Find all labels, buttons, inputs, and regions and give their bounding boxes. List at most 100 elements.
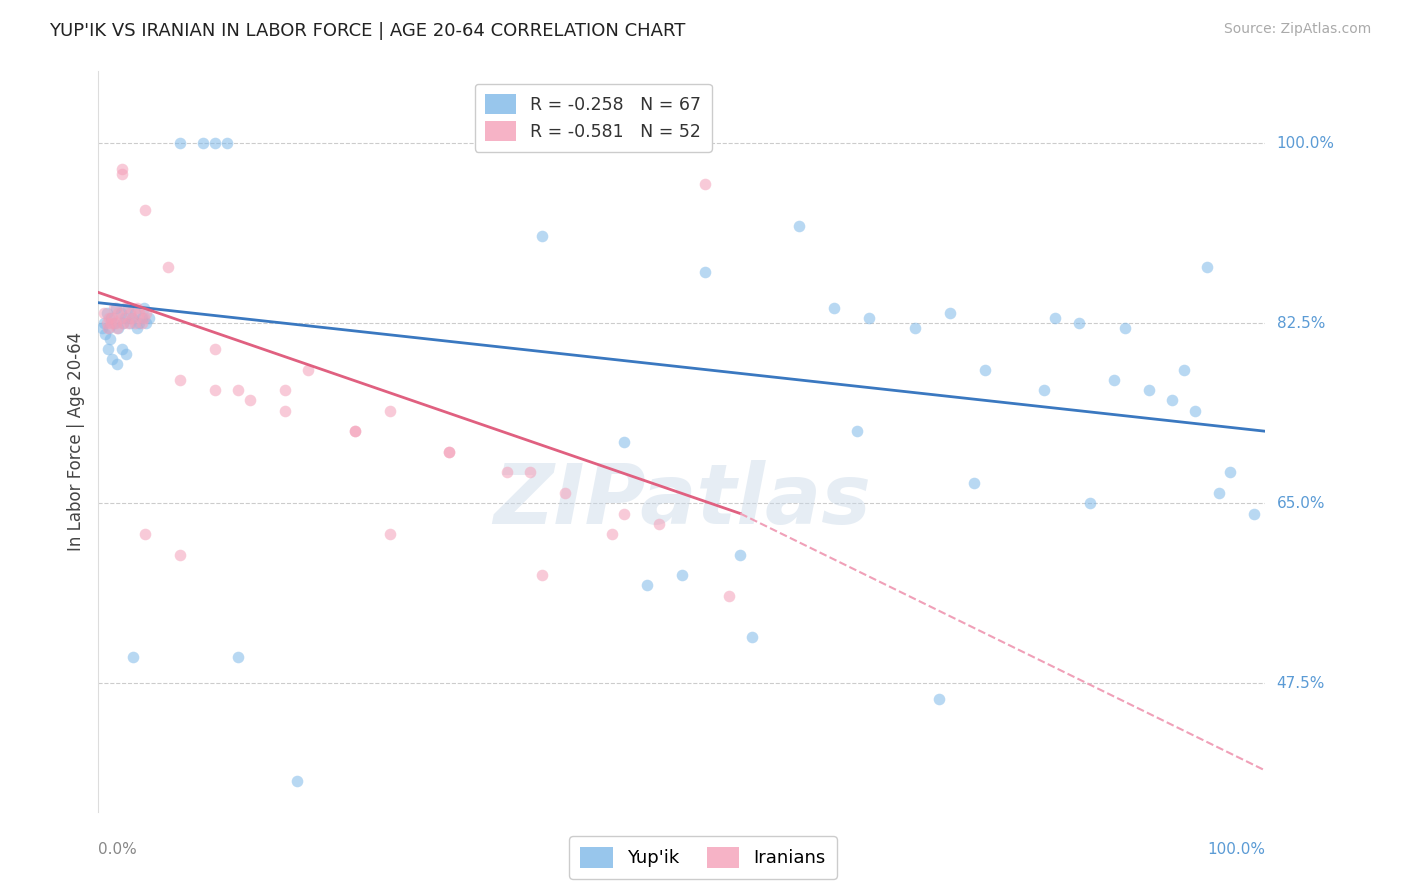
Point	[169, 548, 191, 562]
Text: ZIPatlas: ZIPatlas	[494, 460, 870, 541]
Point	[135, 316, 157, 330]
Point	[1045, 311, 1067, 326]
Point	[519, 466, 541, 480]
Point	[97, 321, 120, 335]
Point	[101, 311, 124, 326]
Point	[344, 424, 367, 438]
Point	[110, 306, 132, 320]
Point	[135, 306, 157, 320]
Point	[125, 321, 148, 335]
Point	[554, 486, 576, 500]
Point	[111, 342, 134, 356]
Point	[157, 260, 180, 274]
Point	[134, 527, 156, 541]
Point	[437, 445, 460, 459]
Point	[97, 342, 120, 356]
Point	[274, 403, 297, 417]
Point	[380, 527, 402, 541]
Point	[124, 316, 146, 330]
Point	[695, 265, 717, 279]
Point	[437, 445, 460, 459]
Point	[90, 321, 112, 335]
Point	[169, 136, 191, 151]
Point	[105, 321, 128, 335]
Point	[128, 306, 150, 320]
Point	[118, 316, 141, 330]
Point	[138, 311, 160, 326]
Point	[105, 358, 128, 372]
Point	[100, 311, 122, 326]
Point	[730, 548, 752, 562]
Point	[741, 630, 763, 644]
Point	[228, 383, 250, 397]
Point	[1184, 403, 1206, 417]
Point	[111, 316, 134, 330]
Point	[1137, 383, 1160, 397]
Point	[111, 316, 134, 330]
Point	[204, 383, 226, 397]
Point	[121, 311, 143, 326]
Point	[928, 691, 950, 706]
Point	[974, 362, 997, 376]
Point	[97, 321, 120, 335]
Point	[215, 136, 238, 151]
Text: YUP'IK VS IRANIAN IN LABOR FORCE | AGE 20-64 CORRELATION CHART: YUP'IK VS IRANIAN IN LABOR FORCE | AGE 2…	[49, 22, 686, 40]
Point	[100, 316, 122, 330]
Point	[94, 326, 117, 341]
Point	[103, 301, 125, 315]
Point	[787, 219, 810, 233]
Point	[93, 306, 115, 320]
Text: 100.0%: 100.0%	[1208, 842, 1265, 857]
Point	[103, 316, 125, 330]
Point	[1102, 373, 1125, 387]
Point	[228, 650, 250, 665]
Legend: Yup'ik, Iranians: Yup'ik, Iranians	[569, 836, 837, 879]
Point	[636, 578, 658, 592]
Point	[117, 301, 139, 315]
Point	[114, 311, 136, 326]
Text: 0.0%: 0.0%	[98, 842, 138, 857]
Point	[117, 316, 139, 330]
Point	[132, 311, 155, 326]
Point	[1173, 362, 1195, 376]
Text: 65.0%: 65.0%	[1277, 496, 1324, 511]
Point	[107, 306, 129, 320]
Point	[1208, 486, 1230, 500]
Text: 100.0%: 100.0%	[1277, 136, 1334, 151]
Point	[1067, 316, 1090, 330]
Point	[1195, 260, 1218, 274]
Point	[530, 568, 553, 582]
Point	[204, 342, 226, 356]
Point	[104, 316, 127, 330]
Point	[107, 321, 129, 335]
Point	[344, 424, 367, 438]
Point	[104, 301, 127, 315]
Point	[96, 306, 118, 320]
Point	[647, 516, 669, 531]
Point	[131, 316, 153, 330]
Point	[98, 332, 121, 346]
Point	[1080, 496, 1102, 510]
Point	[134, 203, 156, 218]
Point	[114, 301, 136, 315]
Y-axis label: In Labor Force | Age 20-64: In Labor Force | Age 20-64	[66, 332, 84, 551]
Point	[132, 301, 155, 315]
Point	[122, 650, 145, 665]
Point	[239, 393, 262, 408]
Point	[125, 301, 148, 315]
Point	[121, 311, 143, 326]
Point	[118, 306, 141, 320]
Point	[904, 321, 927, 335]
Point	[124, 306, 146, 320]
Point	[858, 311, 880, 326]
Point	[823, 301, 845, 315]
Point	[111, 167, 134, 181]
Text: 47.5%: 47.5%	[1277, 675, 1324, 690]
Point	[97, 311, 120, 326]
Point	[717, 589, 740, 603]
Point	[1032, 383, 1054, 397]
Point	[695, 178, 717, 192]
Point	[600, 527, 623, 541]
Point	[496, 466, 519, 480]
Point	[101, 352, 124, 367]
